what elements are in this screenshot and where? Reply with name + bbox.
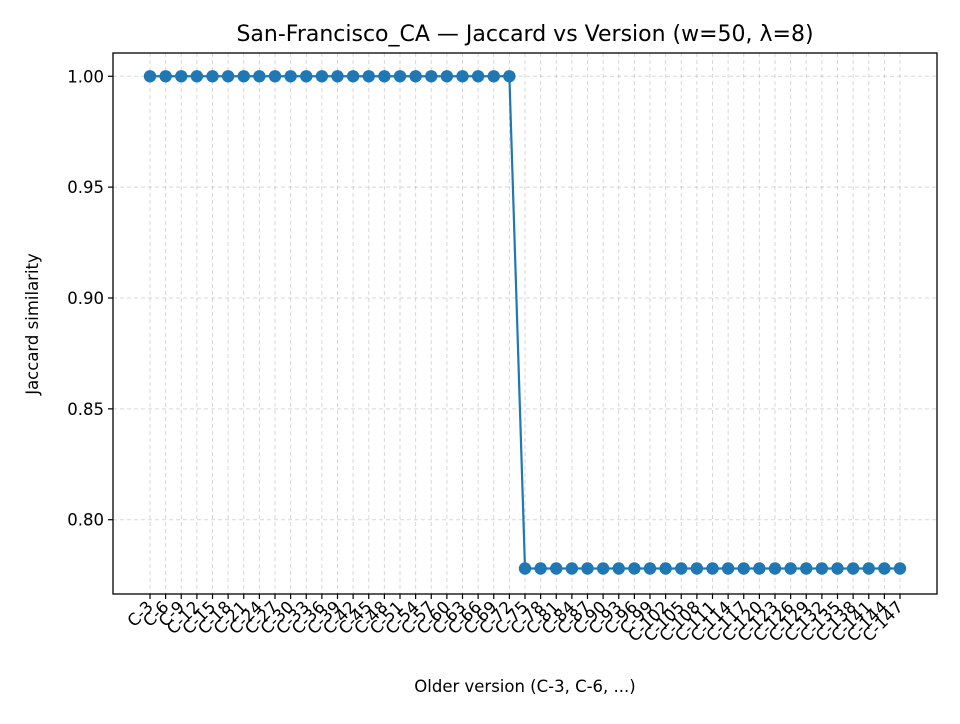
data-point — [784, 562, 797, 575]
data-point — [800, 562, 813, 575]
data-point — [675, 562, 688, 575]
data-point — [518, 562, 532, 575]
data-point — [440, 70, 454, 83]
data-point — [659, 562, 672, 575]
data-point — [471, 70, 485, 83]
data-point — [409, 70, 422, 83]
data-point — [175, 70, 188, 83]
data-point — [487, 70, 500, 83]
y-tick-label: 0.95 — [67, 178, 104, 197]
plot-frame — [112, 52, 938, 595]
data-point — [612, 562, 625, 575]
data-point — [253, 70, 266, 83]
data-point — [862, 562, 875, 575]
y-axis-label: Jaccard similarity — [23, 253, 42, 396]
data-point — [503, 70, 516, 83]
data-point — [159, 70, 172, 83]
data-point — [221, 70, 235, 83]
data-point — [628, 562, 641, 575]
data-point — [878, 562, 891, 575]
grid-lines — [113, 53, 937, 594]
data-point — [893, 562, 907, 575]
y-tick-label: 1.00 — [67, 67, 104, 86]
series-layer — [143, 70, 907, 575]
data-point — [534, 562, 547, 575]
data-point — [581, 562, 594, 575]
data-point — [393, 70, 407, 83]
y-tick-label: 0.90 — [67, 289, 104, 308]
data-point — [768, 562, 782, 575]
y-tick-label: 0.80 — [67, 511, 104, 530]
data-point — [831, 562, 844, 575]
data-point — [331, 70, 344, 83]
y-tick-label: 0.85 — [67, 400, 104, 419]
data-point — [456, 70, 469, 83]
data-point — [268, 70, 282, 83]
data-point — [753, 562, 766, 575]
data-point — [643, 562, 657, 575]
data-point — [846, 562, 860, 575]
data-point — [378, 70, 391, 83]
data-point — [690, 562, 704, 575]
x-axis-ticks: C-3C-6C-9C-12C-15C-18C-21C-24C-27C-30C-3… — [124, 594, 907, 645]
y-axis-ticks: 0.80 0.85 0.90 0.95 1.00 — [67, 67, 113, 530]
data-point — [190, 70, 204, 83]
x-axis-label: Older version (C-3, C-6, ...) — [414, 677, 635, 696]
data-point — [596, 562, 610, 575]
data-point — [284, 70, 297, 83]
data-point — [425, 70, 438, 83]
data-point — [550, 562, 563, 575]
data-point — [565, 562, 579, 575]
data-point — [721, 562, 735, 575]
data-point — [143, 70, 157, 83]
data-point — [206, 70, 219, 83]
data-point — [237, 70, 250, 83]
chart-title: San-Francisco_CA — Jaccard vs Version (w… — [236, 22, 813, 47]
data-point — [315, 70, 329, 83]
data-point — [737, 562, 750, 575]
data-point — [362, 70, 375, 83]
data-point — [706, 562, 719, 575]
data-point — [815, 562, 829, 575]
data-point — [346, 70, 360, 83]
data-point — [300, 70, 313, 83]
